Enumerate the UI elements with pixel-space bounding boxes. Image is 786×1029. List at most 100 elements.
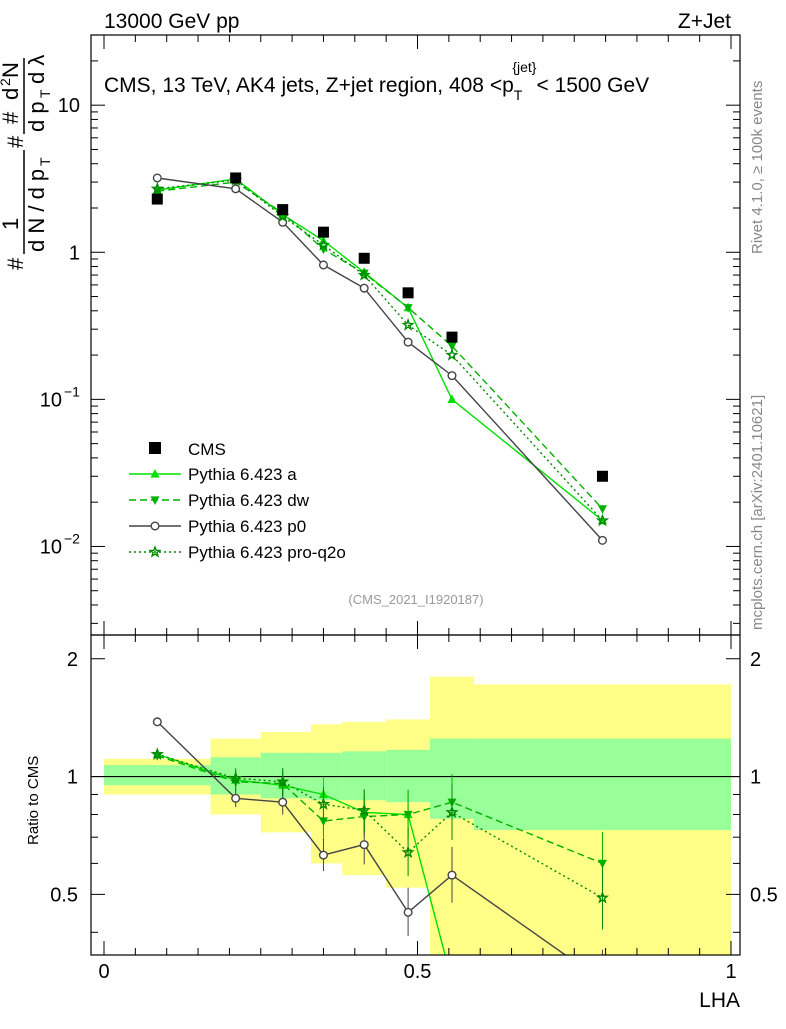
cms-point [402,287,414,299]
legend-marker [148,544,162,558]
cms-point [151,193,163,205]
series-point [359,269,369,279]
upper-tick-label: 1 [69,242,80,264]
ratio-frame [90,634,741,956]
axis-ticks [91,34,740,955]
rivet-label: Rivet 4.1.0, ≥ 100k events [749,81,766,254]
cms-data [151,172,608,482]
series-line [157,181,604,510]
x-tick-label: 0 [98,961,109,983]
ratio-point [447,870,457,880]
series-point [401,318,415,331]
ratio-line [157,755,603,865]
band-inner-bin [104,765,211,786]
svg-text:#: # [0,111,23,124]
ratio-series [150,717,610,985]
series-point [403,337,413,347]
ratio-line [157,753,603,899]
upper-panel [150,172,610,545]
legend: CMS Pythia 6.423 a Pythia 6.423 dw Pythia 6… [129,440,346,562]
ratio-point [403,810,413,820]
series-line [157,177,604,541]
ratio-point [278,797,288,807]
series-point [316,238,331,251]
svg-text:#: # [3,135,28,148]
upper-tick-label: 10 [58,95,80,117]
legend-label: Pythia 6.423 a [188,465,297,484]
series-point [597,505,607,514]
band-inner-bin [473,738,731,831]
ratio-point [401,845,415,859]
ratio-line [157,753,446,955]
plot-title-tail: < 1500 GeV [536,74,649,97]
ratio-point [152,717,162,727]
series-point [597,535,607,545]
ratio-bands [104,676,731,955]
ratio-point [231,793,241,803]
svg-text:2: 2 [0,78,13,86]
x-tick-label: 0.5 [404,961,432,983]
legend-label-cms: CMS [188,440,226,459]
legend-marker [150,496,160,505]
upper-tick-label: 10 [40,536,62,558]
ratio-point [445,805,459,819]
ratio-point [228,771,243,784]
ratio-series-3 [150,747,610,930]
series-point [231,184,241,194]
plot-title-main: CMS, 13 TeV, AK4 jets, Z+jet region, 408… [104,74,514,97]
header-right: Z+Jet [678,10,731,33]
ratio-tick-label-right: 0.5 [750,884,778,906]
x-tick-label: 1 [725,961,736,983]
ratio-point [316,797,331,810]
upper-tick-label: 10 [40,389,62,411]
ratio-point [318,817,328,826]
legend-marker-cms [149,442,161,454]
series-point [595,513,610,527]
series-line [157,178,603,522]
cms-point [230,172,242,184]
ratio-point [599,977,607,985]
ratio-point [318,850,328,860]
series-point [447,342,457,352]
legend-label: Pythia 6.423 dw [188,491,310,510]
series-point [447,371,457,381]
ratio-series-2 [152,717,607,985]
legend-marker [150,521,160,531]
ratio-tick-label-left: 1 [67,767,78,789]
svg-text:N: N [0,62,23,78]
ratio-point [150,747,164,760]
ratio-point [359,840,369,850]
x-axis-label: LHA [699,989,740,1012]
series-point [403,304,413,313]
series-point [445,348,459,361]
legend-label: Pythia 6.423 p0 [188,517,306,536]
series-point [357,268,371,281]
mcplots-label: mcplots.cern.ch [arXiv:2401.10621] [749,395,766,630]
ratio-point [403,907,413,917]
upper-tick-exp: −1 [64,383,80,399]
ratio-point [357,803,371,816]
legend-label: Pythia 6.423 pro-q2o [188,543,346,562]
ratio-tick-label-left: 0.5 [50,884,78,906]
legend-marker [150,469,160,478]
header-left: 13000 GeV pp [104,10,239,33]
ratio-line [156,721,567,955]
series-1 [152,178,607,514]
svg-text:1: 1 [0,218,23,230]
band-inner-bin [260,752,311,799]
ratio-panel [91,676,740,985]
ratio-tick-label-right: 2 [750,649,761,671]
svg-text:d λ: d λ [24,55,49,84]
svg-text:d N / d p: d N / d p [24,169,49,252]
ratio-point [447,976,456,985]
series-2 [152,173,607,545]
series-point [150,181,164,195]
ratio-point [597,859,607,869]
plot-title: CMS, 13 TeV, AK4 jets, Z+jet region, 408… [104,59,649,103]
series-point [359,283,369,293]
cms-point [317,226,329,238]
ratio-y-label: Ratio to CMS [25,756,42,845]
ratio-point [276,774,290,788]
svg-text:#: # [3,257,28,270]
